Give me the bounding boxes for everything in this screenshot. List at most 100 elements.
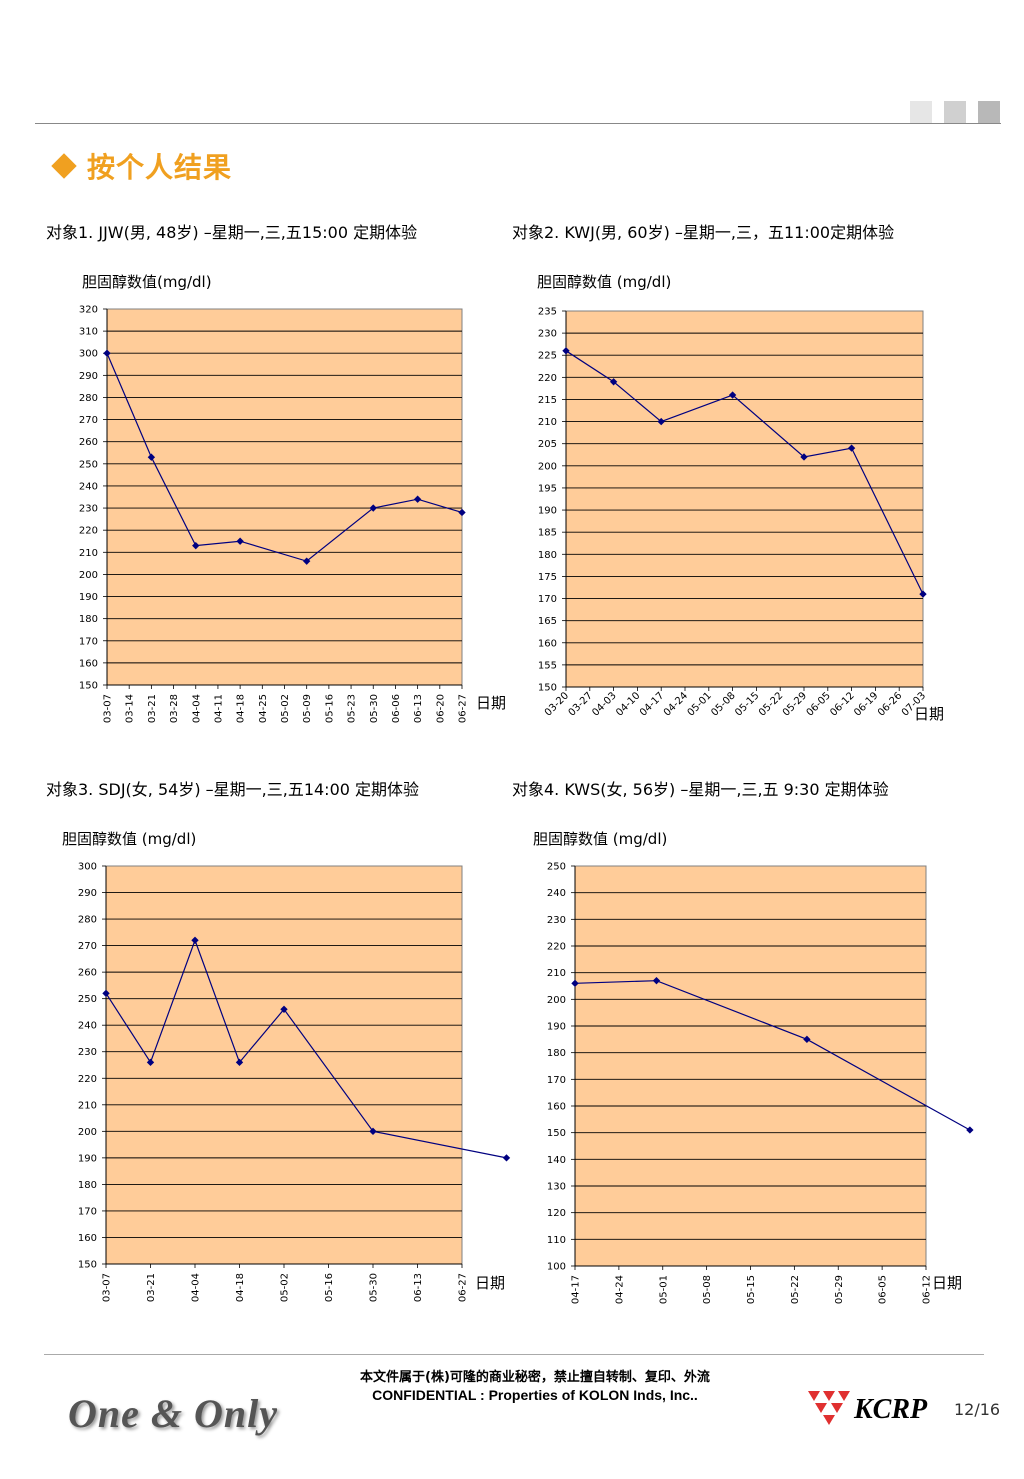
chart-3-ytick-label: 280	[78, 915, 97, 926]
chart-3-plot-area	[105, 865, 463, 1265]
chart-1-xtick-label: 05-09	[302, 694, 313, 723]
chart-2-xtick-label: 05-15	[733, 690, 761, 718]
kcrp-logo-icon	[808, 1391, 850, 1425]
chart-4-ytick-label: 130	[547, 1182, 566, 1193]
chart-1-ytick-label: 220	[79, 526, 98, 537]
chart-1-xtick-label: 04-04	[191, 694, 202, 723]
chart-3-xtick-label: 03-21	[146, 1273, 157, 1302]
decor-square-2	[944, 101, 966, 123]
chart-1-xtick-label: 05-02	[280, 694, 291, 723]
chart-4-xtick-label: 05-08	[702, 1275, 713, 1304]
chart-3-ytick-label: 150	[78, 1260, 97, 1271]
chart-4-ytick-label: 250	[547, 862, 566, 873]
chart-2-data-point	[800, 453, 808, 461]
chart-4-data-point	[966, 1126, 974, 1134]
chart-3-xtick-label: 03-07	[102, 1273, 113, 1302]
chart1-subject: 对象1. JJW(男, 48岁) –星期一,三,五15:00 定期体验	[46, 223, 418, 242]
chart-1-ytick-label: 190	[79, 592, 98, 603]
chart-2-ytick-label: 195	[538, 483, 557, 494]
chart-2-data-point	[847, 444, 856, 452]
chart-1-data-point	[147, 453, 156, 461]
chart-1-xtick-label: 06-06	[391, 694, 402, 723]
chart4-ylabel: 胆固醇数值 (mg/dl)	[533, 830, 668, 848]
chart-4-ytick-label: 170	[547, 1075, 566, 1086]
chart-3-xtick-label: 05-16	[324, 1273, 335, 1302]
chart-4-ytick-label: 150	[547, 1128, 566, 1139]
chart-3-ytick-label: 180	[78, 1180, 97, 1191]
chart-2-xtick-label: 07-03	[900, 690, 928, 718]
chart-1-xtick-label: 05-16	[324, 694, 335, 723]
chart-4-ytick-label: 190	[547, 1022, 566, 1033]
chart-4-xtick-label: 06-05	[878, 1275, 889, 1304]
decor-square-3	[978, 101, 1000, 123]
chart-4-ytick-label: 100	[547, 1262, 566, 1273]
chart-2-ytick-label: 235	[538, 307, 557, 318]
chart-1-data-point	[458, 508, 466, 517]
chart-2-ytick-label: 175	[538, 572, 557, 583]
chart-4-ytick-label: 220	[547, 942, 566, 953]
chart-2-xtick-label: 06-12	[828, 690, 856, 718]
chart-3-ytick-label: 210	[78, 1100, 97, 1111]
chart-2-data-point	[657, 417, 665, 426]
chart4-subject: 对象4. KWS(女, 56岁) –星期一,三,五 9:30 定期体验	[512, 780, 889, 799]
chart-3-ytick-label: 200	[78, 1127, 97, 1138]
chart3-xlabel: 日期	[475, 1274, 506, 1292]
chart-2-data-point	[728, 391, 737, 399]
chart2-xlabel: 日期	[914, 705, 945, 723]
chart-4-xtick-label: 04-17	[571, 1275, 582, 1304]
chart-1-xtick-label: 06-27	[458, 694, 469, 723]
chart-2-xtick-label: 06-19	[852, 690, 880, 718]
chart-4-ytick-label: 140	[547, 1155, 566, 1166]
chart3-subject: 对象3. SDJ(女, 54岁) –星期一,三,五14:00 定期体验	[46, 780, 420, 799]
chart-2-xtick-label: 04-10	[614, 690, 642, 718]
chart-3-data-point	[502, 1154, 511, 1162]
chart-3-data-point	[369, 1127, 377, 1136]
chart-4: 100 110 120 130 140 150 160 170 180 190 200 210 220 2…	[547, 862, 974, 1304]
chart-1-series-line	[106, 352, 463, 562]
chart-1-xtick-label: 05-30	[369, 694, 380, 723]
chart4-xlabel: 日期	[932, 1274, 963, 1292]
decor-square-1	[910, 101, 932, 123]
chart-2-ytick-label: 180	[538, 550, 557, 561]
chart-3-ytick-label: 290	[78, 888, 97, 899]
chart-3-xtick-label: 06-13	[413, 1273, 424, 1302]
footer-confidential-en: CONFIDENTIAL : Properties of KOLON Inds,…	[372, 1387, 698, 1403]
chart-3-ytick-label: 220	[78, 1074, 97, 1085]
chart-1-xtick-label: 03-28	[169, 694, 180, 723]
chart-2-ytick-label: 150	[538, 683, 557, 694]
chart-1-ytick-label: 230	[79, 504, 98, 515]
chart-2-xtick-label: 05-01	[686, 690, 714, 718]
chart-2-ytick-label: 200	[538, 461, 557, 472]
chart-1-ytick-label: 320	[79, 305, 98, 316]
chart-2-data-point	[562, 347, 570, 355]
chart-3-ytick-label: 170	[78, 1206, 97, 1217]
chart-1-data-point	[413, 495, 422, 503]
chart-3-ytick-label: 250	[78, 994, 97, 1005]
footer-confidential-cn: 本文件属于(株)可隆的商业秘密，禁止擅自转制、复印、外流	[360, 1370, 710, 1385]
chart-4-ytick-label: 110	[547, 1235, 566, 1246]
chart-2-ytick-label: 225	[538, 351, 557, 362]
chart-2-xtick-label: 04-17	[638, 690, 666, 718]
chart-3-data-point	[280, 1005, 288, 1013]
chart-1-ytick-label: 180	[79, 614, 98, 625]
chart1-ylabel: 胆固醇数值(mg/dl)	[82, 273, 212, 291]
chart-2-data-point	[609, 378, 618, 386]
chart-4-xtick-label: 05-22	[790, 1275, 801, 1304]
chart-2-data-point	[919, 590, 927, 598]
page-number: 12/16	[954, 1400, 1001, 1419]
chart-1-ytick-label: 250	[79, 459, 98, 470]
chart-1-ytick-label: 160	[79, 658, 98, 669]
chart-3-xtick-label: 05-02	[280, 1273, 291, 1302]
chart-2-xtick-label: 03-27	[567, 690, 595, 718]
chart-3-xtick-label: 06-27	[458, 1273, 469, 1302]
chart-2-xtick-label: 06-26	[876, 690, 904, 718]
chart-4-data-point	[803, 1035, 811, 1044]
chart-4-ytick-label: 120	[547, 1208, 566, 1219]
chart-3-ytick-label: 270	[78, 941, 97, 952]
header-divider	[35, 123, 1001, 124]
chart1-xlabel: 日期	[476, 694, 507, 712]
chart-1-ytick-label: 300	[79, 349, 98, 360]
chart-3-ytick-label: 240	[78, 1021, 97, 1032]
chart-2-ytick-label: 205	[538, 439, 557, 450]
